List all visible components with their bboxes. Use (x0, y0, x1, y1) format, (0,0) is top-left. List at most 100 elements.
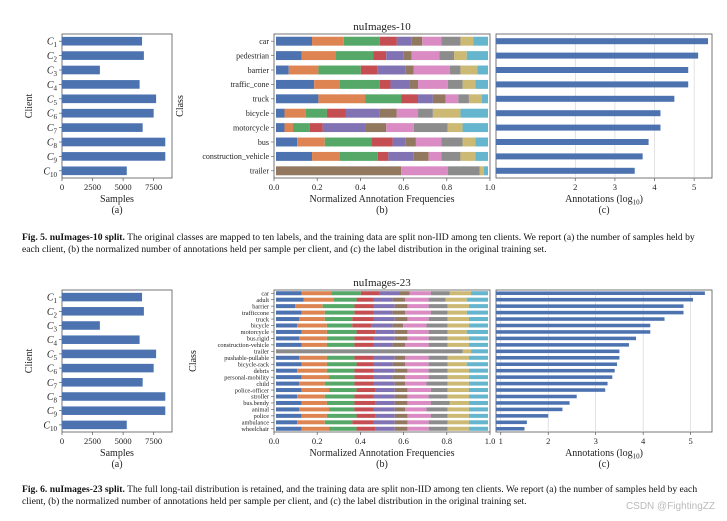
fig6b-class-label: construction-vehicle (218, 342, 270, 349)
fig6b-segment (407, 420, 429, 425)
fig5b-segment (365, 123, 387, 133)
fig5c-bar (496, 110, 661, 117)
fig5b-segment (481, 94, 488, 104)
fig5b-segment (401, 166, 448, 176)
fig5a-client-label: C3 (47, 66, 58, 79)
fig6b-class-label: child (256, 381, 269, 388)
fig6b-xtick-label: 0.4 (355, 436, 366, 446)
fig5b-xtick-label: 0.8 (441, 182, 452, 192)
fig6b-segment (407, 394, 429, 399)
fig6b-segment (428, 297, 446, 302)
fig6c-bar (496, 310, 684, 315)
fig6a-bar (62, 307, 144, 316)
fig5a-bar (62, 80, 140, 89)
fig6b-segment (447, 317, 469, 322)
fig6b-segment (276, 323, 298, 328)
fig6b-segment (394, 413, 408, 418)
fig5b-segment (390, 79, 410, 89)
fig5b-segment (309, 123, 323, 133)
fig6b-segment (354, 407, 374, 412)
fig6b-segment (394, 420, 408, 425)
fig5b-segment (292, 123, 310, 133)
fig5b-segment (411, 36, 423, 46)
fig6c-xtick-label: 2 (546, 436, 550, 446)
fig5b-segment (284, 123, 293, 133)
fig6b-segment (297, 323, 327, 328)
fig5b-segment (276, 166, 402, 176)
fig6b-segment (360, 291, 380, 296)
fig5b-segment (441, 151, 461, 161)
fig5a-bar (62, 166, 127, 176)
fig6b-segment (447, 407, 469, 412)
fig5b-segment (388, 151, 414, 161)
fig6b-segment (326, 368, 355, 373)
fig5a-bar (62, 137, 166, 147)
fig6a-client-label: C7 (47, 378, 58, 391)
fig6b-segment (471, 349, 488, 354)
fig6a-client-label: C5 (47, 349, 58, 362)
fig6b-segment (468, 336, 488, 341)
fig6a-client-label: C10 (43, 420, 57, 433)
watermark: CSDN @FightingZZ (625, 501, 715, 512)
fig6b-segment (373, 310, 393, 315)
fig6b-segment (392, 375, 406, 380)
fig6c-bar (496, 297, 694, 302)
fig5b-segment (305, 108, 327, 118)
fig6b-segment (466, 297, 488, 302)
fig6b-segment (356, 388, 376, 393)
fig6a-bar (62, 335, 140, 344)
fig6b-segment (356, 297, 374, 302)
fig6b-xtick-label: 1.0 (485, 436, 496, 446)
fig6b-segment (462, 349, 472, 354)
fig5c-xtick-label: 5 (692, 182, 696, 192)
fig5a-bar (62, 152, 166, 161)
fig6b-segment (354, 310, 374, 315)
fig6b-segment (394, 400, 408, 405)
fig6b-segment (373, 297, 393, 302)
fig5c-xtick-label: 3 (613, 182, 617, 192)
fig6a-client-label: C2 (47, 307, 58, 320)
fig5b-xtick-label: 0.0 (269, 182, 280, 192)
fig6c-bar (496, 388, 606, 392)
fig6b-class-label: stroller (251, 394, 270, 401)
fig6b-segment (407, 336, 429, 341)
fig5b-segment (460, 65, 478, 75)
fig6b-class-label: animal (252, 407, 269, 414)
fig5b-segment (312, 151, 340, 161)
fig6b-segment (468, 323, 488, 328)
fig6a-xtick-label: 0 (60, 436, 64, 446)
fig6b-segment (407, 329, 429, 334)
fig6a-client-label: C8 (47, 392, 58, 405)
fig5c-bar (496, 38, 709, 45)
fig6b-segment (375, 413, 395, 418)
fig6b-segment (428, 394, 448, 399)
fig6b-panel-label: (b) (376, 459, 388, 470)
fig5b-segment (284, 108, 306, 118)
fig6b-segment (447, 381, 469, 386)
fig6b-segment (409, 291, 431, 296)
fig6b-title: nuImages-23 (353, 277, 411, 289)
fig6a-bar (62, 378, 143, 387)
fig5b-xlabel: Normalized Annotation Frequencies (310, 194, 455, 205)
fig6b-segment (356, 426, 376, 431)
figure6-caption-text: The full long-tail distribution is retai… (22, 484, 698, 507)
fig6b-segment (447, 362, 467, 367)
fig5b-class-label: truck (253, 95, 269, 104)
fig6c-bar (496, 368, 615, 373)
fig6c-bar (496, 414, 549, 418)
fig6a-bar (62, 363, 154, 373)
fig6b-class-label: pushable-pullable (224, 355, 269, 362)
fig5b-class-label: bicycle (246, 109, 270, 118)
fig6b-segment (373, 375, 393, 380)
fig6b-segment (276, 342, 302, 347)
fig6b-segment (371, 323, 393, 328)
fig5b-segment (335, 51, 374, 61)
fig6b-segment (468, 394, 488, 399)
fig5a-frame (61, 33, 173, 179)
fig6b-segment (468, 342, 488, 347)
fig6b-segment (394, 426, 408, 431)
fig6b-segment (430, 310, 448, 315)
fig6b-segment (276, 381, 300, 386)
fig6b-class-label: police-officer (235, 387, 270, 394)
fig6b-segment (301, 400, 327, 405)
